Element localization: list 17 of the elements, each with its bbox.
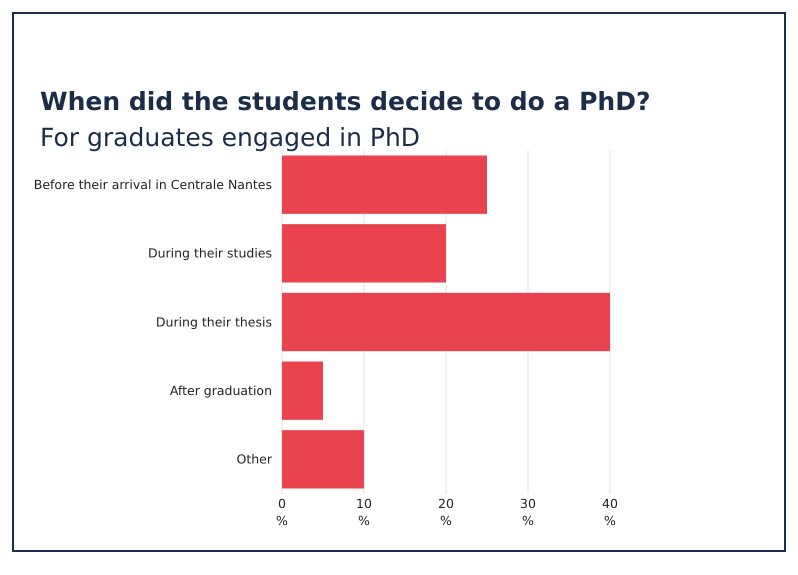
y-tick-label: Before their arrival in Centrale Nantes <box>34 177 272 192</box>
x-tick-label: 40 % <box>602 496 618 528</box>
x-tick-label: 30 % <box>520 496 536 528</box>
y-tick-label: During their studies <box>148 246 272 261</box>
bar <box>282 224 446 283</box>
y-tick-label: Other <box>236 452 273 467</box>
chart-title: When did the students decide to do a PhD? <box>40 87 650 116</box>
x-tick-label: 20 % <box>438 496 454 528</box>
y-tick-label: During their thesis <box>156 314 272 330</box>
x-tick-label: 10 % <box>356 496 372 528</box>
bar <box>282 361 323 420</box>
x-tick-label: 0 % <box>276 496 288 528</box>
bar <box>282 430 364 489</box>
chart-subtitle: For graduates engaged in PhD <box>40 123 420 152</box>
bar <box>282 155 487 214</box>
y-tick-label: After graduation <box>170 383 272 398</box>
bar <box>282 292 610 352</box>
